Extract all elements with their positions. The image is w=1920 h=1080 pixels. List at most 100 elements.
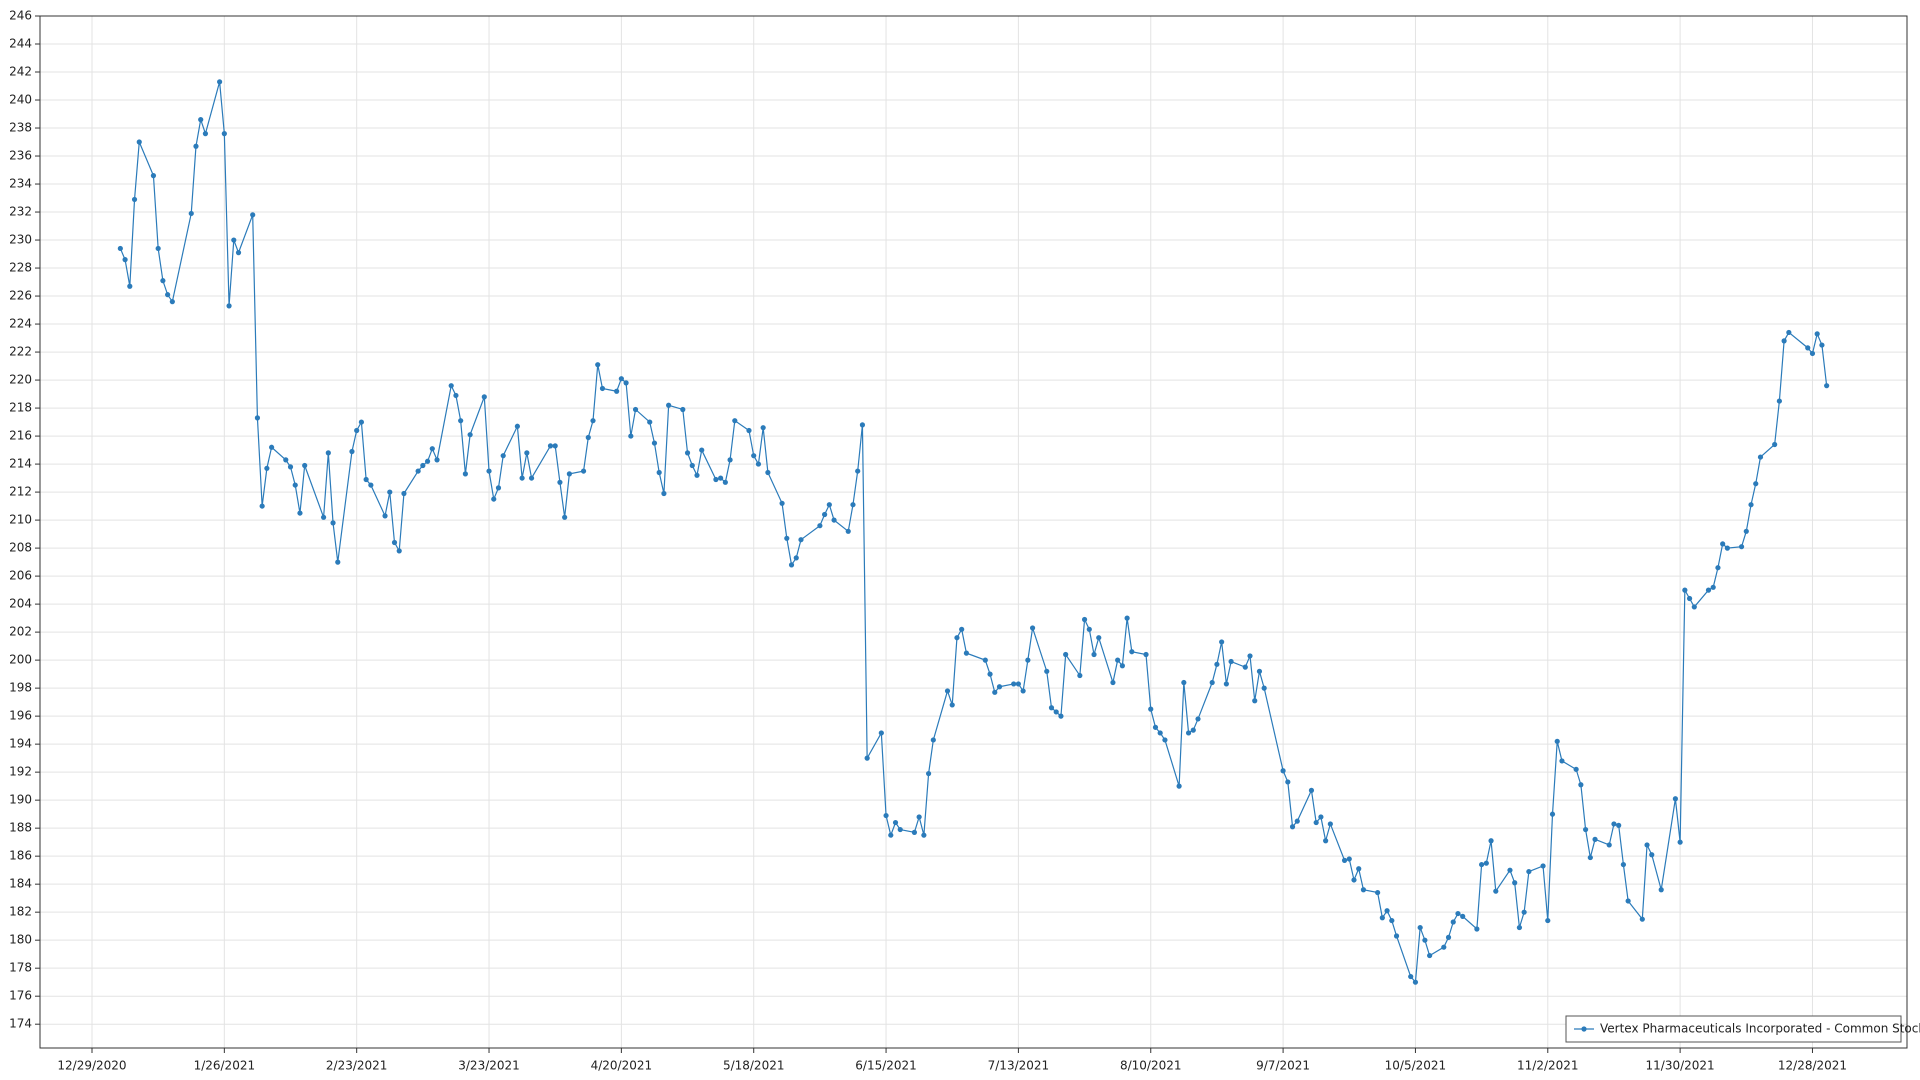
data-point bbox=[420, 462, 426, 469]
data-point bbox=[1582, 826, 1589, 833]
data-point bbox=[1289, 824, 1296, 830]
data-point bbox=[1639, 916, 1645, 922]
data-point bbox=[217, 79, 223, 85]
x-tick-label: 6/15/2021 bbox=[855, 1059, 917, 1073]
data-point bbox=[689, 462, 695, 469]
y-tick-label: 214 bbox=[9, 457, 32, 471]
data-point bbox=[552, 443, 558, 449]
data-point bbox=[1545, 917, 1551, 924]
data-point bbox=[859, 422, 866, 428]
data-point bbox=[623, 380, 629, 386]
data-point bbox=[202, 131, 209, 137]
data-point bbox=[1081, 616, 1088, 623]
data-point bbox=[595, 362, 601, 368]
data-point bbox=[992, 689, 998, 695]
data-point bbox=[1351, 877, 1357, 883]
x-tick-label: 12/29/2020 bbox=[57, 1059, 126, 1073]
data-point bbox=[486, 468, 492, 474]
data-point bbox=[259, 503, 265, 509]
data-point bbox=[250, 212, 256, 218]
data-point bbox=[500, 453, 506, 459]
y-tick-label: 190 bbox=[9, 793, 32, 807]
data-point bbox=[1691, 604, 1697, 610]
data-point bbox=[760, 425, 766, 431]
y-tick-label: 228 bbox=[9, 261, 32, 275]
data-point bbox=[921, 832, 927, 838]
y-tick-label: 206 bbox=[9, 569, 32, 583]
data-point bbox=[855, 468, 861, 474]
data-point bbox=[1209, 679, 1215, 686]
data-point bbox=[1124, 615, 1130, 621]
data-point bbox=[1308, 787, 1315, 793]
data-point bbox=[354, 427, 360, 434]
data-point bbox=[580, 468, 587, 474]
data-point bbox=[1686, 595, 1693, 602]
data-point bbox=[1219, 639, 1225, 645]
data-point bbox=[122, 257, 128, 263]
data-point bbox=[1360, 887, 1367, 893]
data-point bbox=[1554, 738, 1560, 744]
data-point bbox=[382, 513, 388, 519]
data-point bbox=[528, 475, 535, 481]
data-point bbox=[169, 299, 175, 305]
y-tick-label: 192 bbox=[9, 765, 32, 779]
data-point bbox=[1063, 651, 1069, 658]
data-point bbox=[1450, 919, 1456, 925]
data-point bbox=[647, 419, 653, 425]
data-point bbox=[722, 479, 728, 485]
data-point bbox=[1412, 979, 1419, 985]
data-point bbox=[1143, 651, 1149, 658]
legend-label: Vertex Pharmaceuticals Incorporated - Co… bbox=[1600, 1022, 1920, 1036]
data-point bbox=[987, 671, 993, 677]
data-point bbox=[892, 819, 899, 826]
data-point bbox=[944, 688, 951, 694]
data-point bbox=[127, 283, 133, 289]
data-point bbox=[462, 471, 468, 477]
data-point bbox=[618, 376, 624, 382]
data-point bbox=[1488, 838, 1494, 844]
data-point bbox=[949, 702, 955, 708]
data-point bbox=[661, 490, 667, 497]
data-point bbox=[165, 292, 171, 298]
data-point bbox=[1015, 681, 1022, 687]
x-tick-label: 1/26/2021 bbox=[194, 1059, 256, 1073]
data-point bbox=[1649, 852, 1655, 858]
data-point bbox=[1658, 887, 1664, 893]
data-point bbox=[793, 555, 799, 561]
data-point bbox=[1020, 688, 1026, 694]
data-point bbox=[1025, 657, 1031, 663]
data-point bbox=[746, 427, 752, 434]
data-point bbox=[1724, 545, 1730, 551]
data-point bbox=[396, 548, 402, 554]
y-tick-label: 174 bbox=[9, 1017, 32, 1031]
data-point bbox=[448, 383, 454, 389]
y-tick-label: 200 bbox=[9, 653, 32, 667]
data-point bbox=[467, 432, 473, 438]
x-tick-label: 12/28/2021 bbox=[1778, 1059, 1847, 1073]
data-point bbox=[1417, 924, 1423, 931]
data-point bbox=[1483, 860, 1489, 866]
data-point bbox=[1516, 924, 1523, 931]
data-point bbox=[1715, 565, 1721, 571]
y-tick-label: 182 bbox=[9, 905, 32, 919]
y-tick-label: 224 bbox=[9, 317, 32, 331]
data-line bbox=[119, 81, 1828, 984]
data-point bbox=[1720, 541, 1726, 547]
data-point bbox=[1682, 587, 1688, 593]
data-point bbox=[684, 450, 691, 456]
data-point bbox=[656, 469, 662, 476]
data-point bbox=[1375, 889, 1381, 896]
data-point bbox=[599, 385, 606, 392]
x-tick-label: 11/30/2021 bbox=[1646, 1059, 1715, 1073]
data-point bbox=[982, 657, 988, 663]
data-point bbox=[1323, 838, 1329, 844]
data-point bbox=[1474, 926, 1480, 932]
data-point bbox=[1616, 822, 1622, 828]
data-point bbox=[1805, 345, 1811, 351]
data-point bbox=[117, 245, 123, 252]
x-tick-label: 3/23/2021 bbox=[458, 1059, 520, 1073]
data-point bbox=[925, 770, 932, 777]
data-point bbox=[1256, 668, 1263, 674]
data-point bbox=[1710, 584, 1716, 590]
data-point bbox=[1214, 661, 1220, 667]
